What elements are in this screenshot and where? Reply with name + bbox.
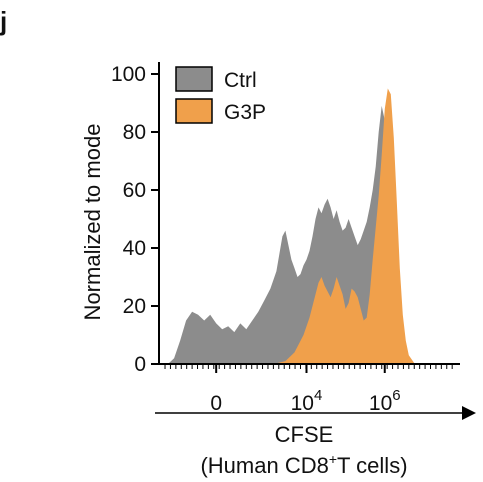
legend-label-g3p: G3P	[224, 101, 266, 124]
x-axis-subtitle-prefix: (Human CD8	[200, 453, 328, 478]
x-tick-label-base: 10	[369, 392, 392, 415]
series-area-g3p	[273, 88, 415, 364]
legend-swatch-g3p	[175, 98, 213, 124]
x-axis-subtitle: (Human CD8+T cells)	[200, 451, 407, 478]
x-tick-label-exponent: 4	[314, 387, 322, 404]
y-tick-label: 60	[123, 179, 146, 202]
x-tick-label-base: 0	[210, 392, 222, 415]
y-tick-label: 80	[123, 121, 146, 144]
area-layer	[168, 88, 415, 365]
panel-letter: j	[0, 6, 7, 36]
x-tick-label: 104	[291, 387, 323, 415]
x-tick-label: 0	[210, 392, 222, 415]
x-axis-ticks: 0 104 106	[164, 364, 453, 415]
x-axis-subtitle-suffix: T cells)	[337, 453, 408, 478]
x-axis-title: CFSE	[275, 422, 334, 447]
y-axis-ticks: 0 20 40 60 80 100	[111, 63, 159, 376]
legend: Ctrl G3P	[175, 66, 266, 124]
y-tick-label: 100	[111, 63, 146, 86]
x-direction-arrow	[155, 406, 476, 420]
x-tick-label: 106	[369, 387, 401, 415]
y-axis-title: Normalized to mode	[80, 124, 105, 321]
x-tick-label-base: 10	[291, 392, 314, 415]
y-tick-label: 40	[123, 237, 146, 260]
x-axis-subtitle-sup: +	[329, 451, 337, 467]
y-tick-label: 20	[123, 295, 146, 318]
x-tick-label-exponent: 6	[392, 387, 400, 404]
y-tick-label: 0	[134, 353, 146, 376]
legend-swatch-ctrl	[175, 66, 213, 92]
legend-label-ctrl: Ctrl	[224, 69, 257, 92]
